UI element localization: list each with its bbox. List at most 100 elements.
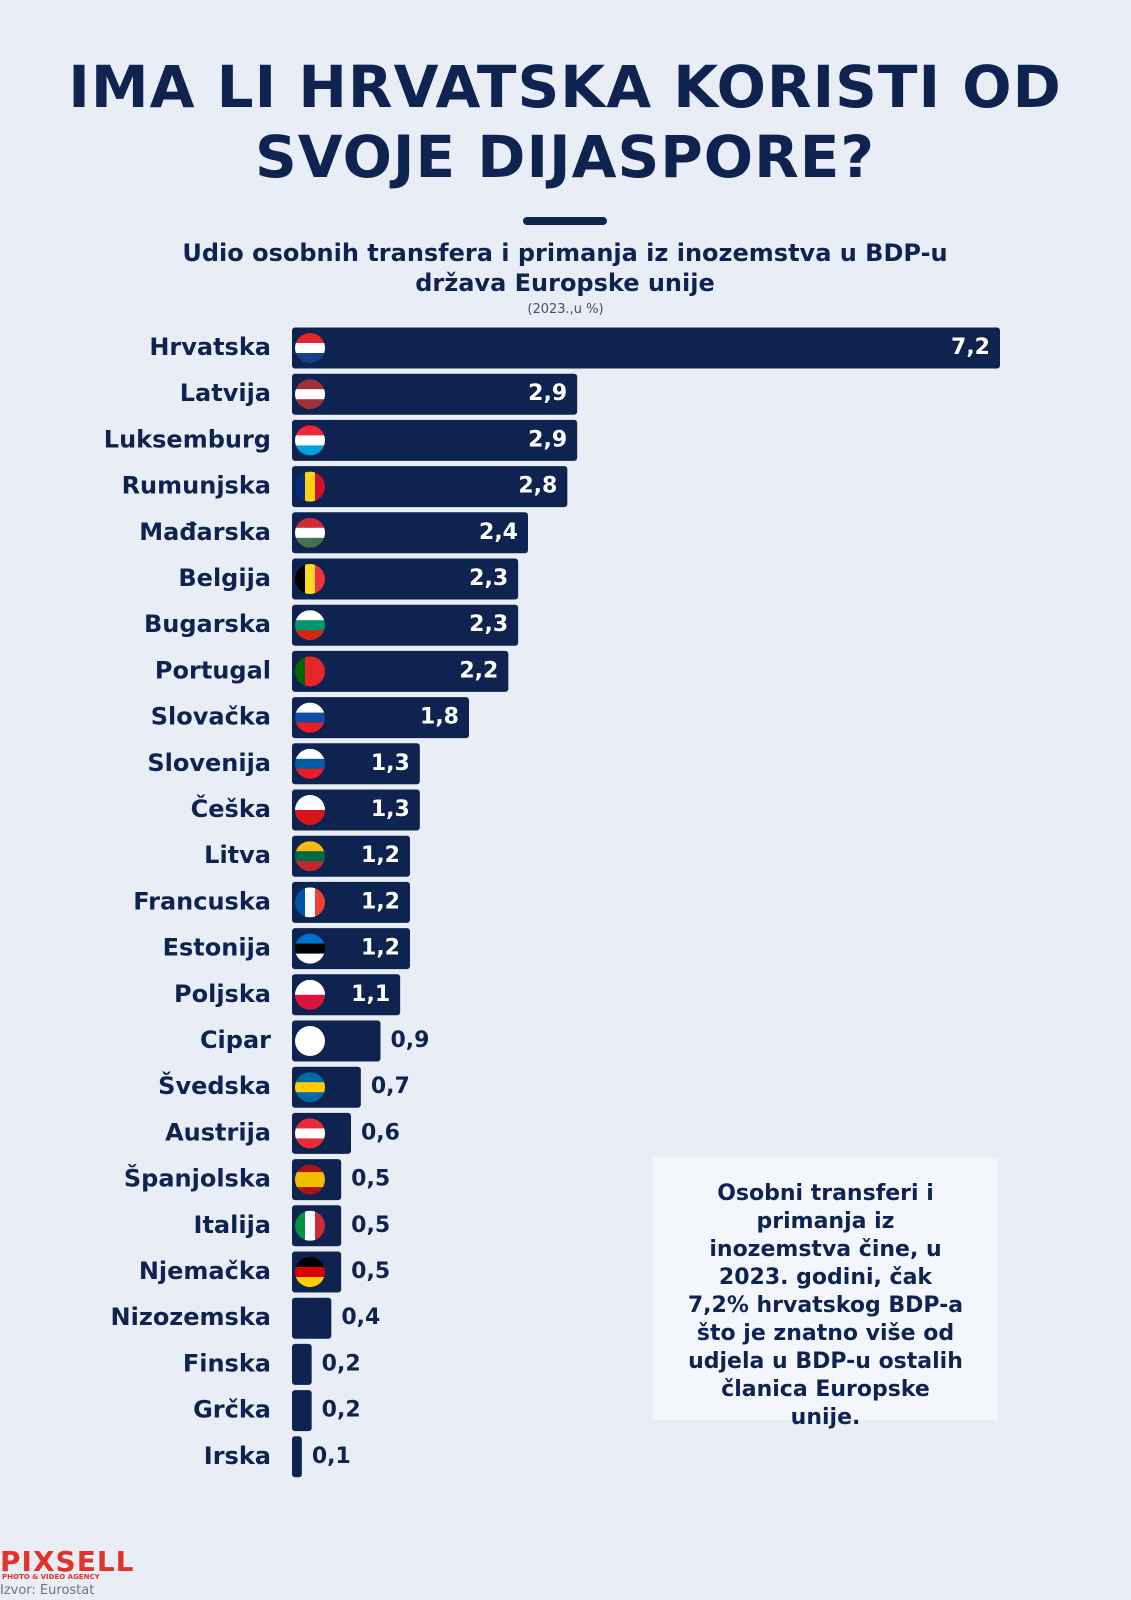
bar xyxy=(292,881,410,923)
flag-stripe xyxy=(295,1267,325,1278)
flag-stripe xyxy=(295,748,325,760)
value-label: 2,4 xyxy=(479,520,518,545)
value-label: 1,2 xyxy=(361,843,400,868)
value-label: 7,2 xyxy=(951,335,990,360)
flag-stripe xyxy=(295,722,325,733)
value-label: 0,5 xyxy=(351,1259,390,1284)
value-label: 2,3 xyxy=(469,566,508,591)
flag-stripe xyxy=(295,564,306,594)
flag-stripe xyxy=(315,471,325,502)
category-label: Grčka xyxy=(193,1396,271,1424)
flag-stripe xyxy=(315,1210,325,1241)
flag xyxy=(295,1257,325,1287)
flag-stripe xyxy=(295,353,325,363)
flag-stripe xyxy=(295,630,325,641)
flag-stripe xyxy=(295,1210,306,1241)
value-label: 0,7 xyxy=(371,1074,410,1099)
category-label: Luksemburg xyxy=(104,425,271,453)
chart-title: IMA LI HRVATSKA KORISTI OD SVOJE DIJASPO… xyxy=(68,53,1062,191)
flag-stripe xyxy=(295,1072,325,1083)
flag xyxy=(295,425,325,456)
value-label: 1,1 xyxy=(351,982,390,1007)
category-label: Portugal xyxy=(155,656,271,684)
flag xyxy=(295,748,325,779)
flag-stripe xyxy=(295,810,325,825)
flag-stripe xyxy=(295,425,325,436)
category-label: Slovačka xyxy=(151,703,271,731)
value-label: 1,8 xyxy=(420,705,459,730)
category-label: Španjolska xyxy=(124,1163,271,1193)
logo-tagline: PHOTO & VIDEO AGENCY xyxy=(2,1573,100,1581)
flag xyxy=(295,933,325,964)
value-label: 2,8 xyxy=(518,474,557,499)
value-label: 2,3 xyxy=(469,612,508,637)
category-label: Italija xyxy=(194,1211,271,1239)
flag xyxy=(295,471,325,502)
value-label: 0,2 xyxy=(322,1351,361,1376)
flag-stripe xyxy=(295,953,325,964)
category-label: Litva xyxy=(204,841,271,869)
bar xyxy=(292,419,578,461)
flag-stripe xyxy=(295,343,325,354)
flag-stripe xyxy=(295,994,325,1010)
bar xyxy=(292,1436,302,1478)
source: Izvor: Eurostat xyxy=(0,1583,95,1598)
flag-stripe xyxy=(295,979,325,996)
category-label: Austrija xyxy=(165,1118,271,1146)
flag-stripe xyxy=(295,1277,325,1287)
bar xyxy=(292,1390,312,1432)
bar xyxy=(292,604,519,646)
flag-stripe xyxy=(295,517,325,529)
flag-stripe xyxy=(295,537,325,548)
flag-stripe xyxy=(295,435,325,446)
value-label: 1,2 xyxy=(361,936,400,961)
flag-stripe xyxy=(295,656,306,687)
flag-stripe xyxy=(295,527,325,539)
flag xyxy=(295,841,325,872)
flag-stripe xyxy=(295,933,325,945)
flag-stripe xyxy=(305,564,316,594)
flag-stripe xyxy=(295,1092,325,1103)
chart-subtitle: Udio osobnih transfera i primanja iz ino… xyxy=(182,239,948,297)
flag xyxy=(295,656,325,687)
bar xyxy=(292,743,420,785)
flag xyxy=(295,979,325,1010)
flag-stripe xyxy=(295,379,325,390)
flag-stripe xyxy=(295,1026,325,1056)
category-label: Finska xyxy=(183,1349,271,1377)
flag-stripe xyxy=(295,1172,325,1181)
flag-stripe xyxy=(295,620,325,631)
flag xyxy=(295,564,325,594)
bar xyxy=(292,928,410,970)
flag-stripe xyxy=(295,1138,325,1149)
category-label: Rumunjska xyxy=(122,472,271,500)
flag-stripe xyxy=(295,389,325,400)
bar xyxy=(292,697,469,739)
flag-stripe xyxy=(295,712,325,724)
flag-stripe xyxy=(295,1082,325,1093)
value-label: 0,5 xyxy=(351,1213,390,1238)
value-label: 0,6 xyxy=(361,1120,400,1145)
flag xyxy=(295,795,325,825)
flag xyxy=(295,379,325,410)
bar xyxy=(292,373,578,415)
category-label: Švedska xyxy=(158,1070,271,1100)
flag-stripe xyxy=(305,656,316,687)
value-label: 0,2 xyxy=(322,1398,361,1423)
category-label: Estonija xyxy=(163,934,271,962)
bar xyxy=(292,327,1000,369)
flag-stripe xyxy=(295,1257,325,1268)
flag-stripe xyxy=(295,768,325,779)
value-label: 2,9 xyxy=(528,427,567,452)
bar xyxy=(292,512,528,554)
category-label: Mađarska xyxy=(139,518,271,546)
flag-stripe xyxy=(315,564,325,594)
flag xyxy=(295,1118,325,1149)
flag xyxy=(295,702,325,733)
flag xyxy=(295,1164,325,1195)
flag-stripe xyxy=(295,943,325,955)
category-label: Njemačka xyxy=(139,1257,271,1285)
chart-note: (2023.,u %) xyxy=(527,302,604,317)
flag-stripe xyxy=(295,445,325,456)
